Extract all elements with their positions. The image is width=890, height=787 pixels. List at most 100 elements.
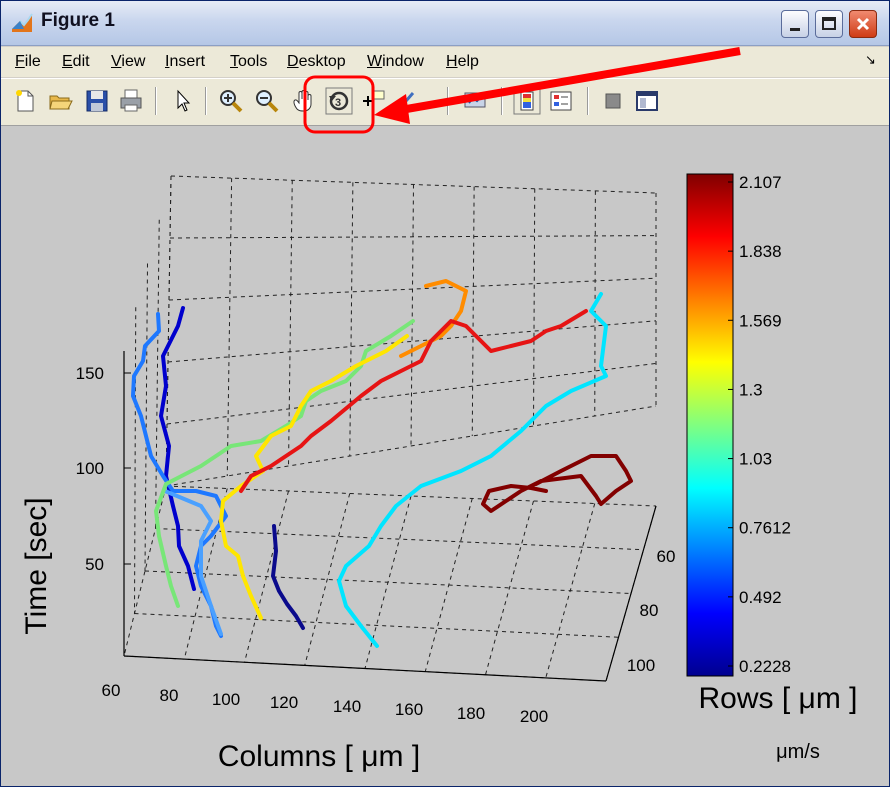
brush-icon[interactable]: [393, 87, 421, 115]
colorbar-tick-label: 1.569: [739, 311, 782, 330]
grid-line: [471, 186, 475, 437]
window-title: Figure 1: [41, 10, 115, 31]
x-axis-label: Columns [ μm ]: [218, 740, 420, 773]
toolbar-separator: [447, 87, 449, 115]
close-button[interactable]: [849, 10, 877, 38]
menu-tools-mnemonic: T: [230, 53, 238, 70]
grid-line: [165, 485, 657, 507]
menu-file-label: ile: [24, 53, 41, 70]
x-tick-label: 180: [457, 704, 485, 723]
menu-view-mnemonic: V: [111, 53, 122, 70]
maximize-icon: [822, 17, 836, 30]
axis-ticks: 50 100 150 60 80 100 120 140 160 180 200 60 80 100: [76, 364, 676, 726]
grid-line: [226, 178, 233, 477]
colorbar-unit-label: μm/s: [776, 741, 820, 763]
close-icon: [856, 17, 870, 31]
menu-help-label: elp: [457, 53, 479, 70]
rotate-3d-icon[interactable]: 3: [325, 87, 353, 115]
grid-line: [410, 184, 414, 447]
menu-desktop-label: esktop: [298, 53, 346, 70]
grid-line: [165, 405, 657, 487]
pan-hand-icon[interactable]: [289, 87, 317, 115]
colorbar-tick-label: 1.03: [739, 450, 772, 469]
trajectory-line: [163, 489, 223, 636]
grid-line: [169, 235, 657, 239]
colorbar-tick-label: 1.3: [739, 380, 763, 399]
colorbar-icon[interactable]: [513, 87, 541, 115]
menu-window[interactable]: Window: [367, 53, 424, 71]
trajectory-line: [154, 319, 415, 608]
y-tick-label: 100: [627, 656, 655, 675]
data-cursor-icon[interactable]: [359, 87, 387, 115]
menu-window-label: indow: [382, 53, 424, 70]
menu-help[interactable]: Help: [446, 53, 479, 71]
grid-line: [167, 320, 657, 363]
colorbar-tick-label: 1.838: [739, 242, 782, 261]
trajectory-line: [271, 524, 305, 630]
show-plot-tools-icon[interactable]: [633, 87, 661, 115]
open-file-icon[interactable]: [47, 87, 75, 115]
menu-help-mnemonic: H: [446, 53, 458, 70]
toolbar-separator: [587, 87, 589, 115]
minimize-icon: [790, 28, 800, 31]
z-tick-label: 100: [76, 459, 104, 478]
axis-line: [123, 655, 607, 682]
minimize-button[interactable]: [781, 10, 809, 38]
grid-line: [155, 219, 160, 529]
hide-plot-tools-icon[interactable]: [599, 87, 627, 115]
menu-file-mnemonic: F: [15, 53, 25, 70]
print-icon[interactable]: [117, 87, 145, 115]
menu-desktop-mnemonic: D: [287, 53, 299, 70]
toolbar-separator: [501, 87, 503, 115]
toolbar-separator: [205, 87, 207, 115]
menu-tools[interactable]: Tools: [230, 53, 267, 71]
link-plot-icon[interactable]: [461, 87, 489, 115]
menu-file[interactable]: File: [15, 53, 41, 71]
select-arrow-icon[interactable]: [169, 87, 197, 115]
legend-icon[interactable]: [547, 87, 575, 115]
menu-insert-mnemonic: I: [165, 53, 170, 70]
maximize-button[interactable]: [815, 10, 843, 38]
colorbar-tick-label: 0.7612: [739, 519, 791, 538]
menu-edit-mnemonic: E: [62, 53, 73, 70]
menu-insert[interactable]: Insert: [165, 53, 205, 71]
z-tick-label: 50: [85, 555, 104, 574]
x-tick-label: 60: [102, 681, 121, 700]
colorbar-tick-label: 2.107: [739, 173, 782, 192]
toolbar-separator: [155, 87, 157, 115]
colorbar: 2.107 1.838 1.569 1.3 1.03 0.7612 0.492 0.2228: [686, 173, 791, 677]
zoom-out-icon[interactable]: [253, 87, 281, 115]
save-icon[interactable]: [83, 87, 111, 115]
menu-view[interactable]: View: [111, 53, 145, 71]
x-tick-label: 200: [520, 707, 548, 726]
menu-window-mnemonic: W: [367, 53, 383, 70]
menu-tools-label: ools: [238, 53, 268, 70]
menu-desktop[interactable]: Desktop: [287, 53, 346, 71]
trajectories: [131, 279, 633, 648]
title-bar[interactable]: Figure 1: [1, 1, 889, 46]
trajectory-line: [337, 292, 608, 648]
z-tick-label: 150: [76, 364, 104, 383]
x-tick-label: 120: [270, 693, 298, 712]
grid-line: [168, 277, 657, 301]
grid-line: [304, 493, 351, 666]
axes-3d[interactable]: 50 100 150 60 80 100 120 140 160 180 200 60 80 100 2.…: [1, 126, 889, 786]
zoom-in-icon[interactable]: [217, 87, 245, 115]
toolbar: 3: [1, 78, 889, 126]
svg-text:3: 3: [335, 97, 341, 109]
grid-line: [166, 362, 657, 425]
menu-edit[interactable]: Edit: [62, 53, 90, 71]
x-tick-label: 160: [395, 700, 423, 719]
grid-line: [144, 263, 148, 572]
trajectory-line: [131, 312, 228, 638]
new-figure-icon[interactable]: [11, 87, 39, 115]
figure-canvas[interactable]: 50 100 150 60 80 100 120 140 160 180 200 60 80 100 2.…: [1, 126, 889, 786]
grid-line: [349, 182, 354, 457]
menu-dock-arrow-icon[interactable]: ↘: [865, 53, 876, 68]
grid-line: [170, 175, 657, 194]
x-tick-label: 80: [160, 686, 179, 705]
grid-line: [123, 485, 167, 657]
y-tick-label: 60: [657, 547, 676, 566]
z-axis-label: Time [sec]: [20, 497, 53, 634]
